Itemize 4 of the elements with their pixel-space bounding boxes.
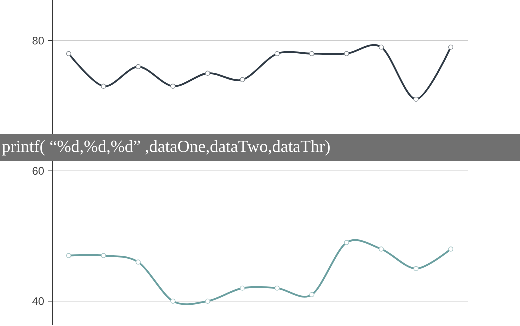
annotation: printf( “%d,%d,%d” ,dataOne,dataTwo,dataThr) (2, 140, 330, 156)
y-tick-label: 40 (32, 298, 44, 306)
y-tick-label: 60 (32, 167, 44, 176)
y-tick-label: 80 (32, 37, 44, 45)
